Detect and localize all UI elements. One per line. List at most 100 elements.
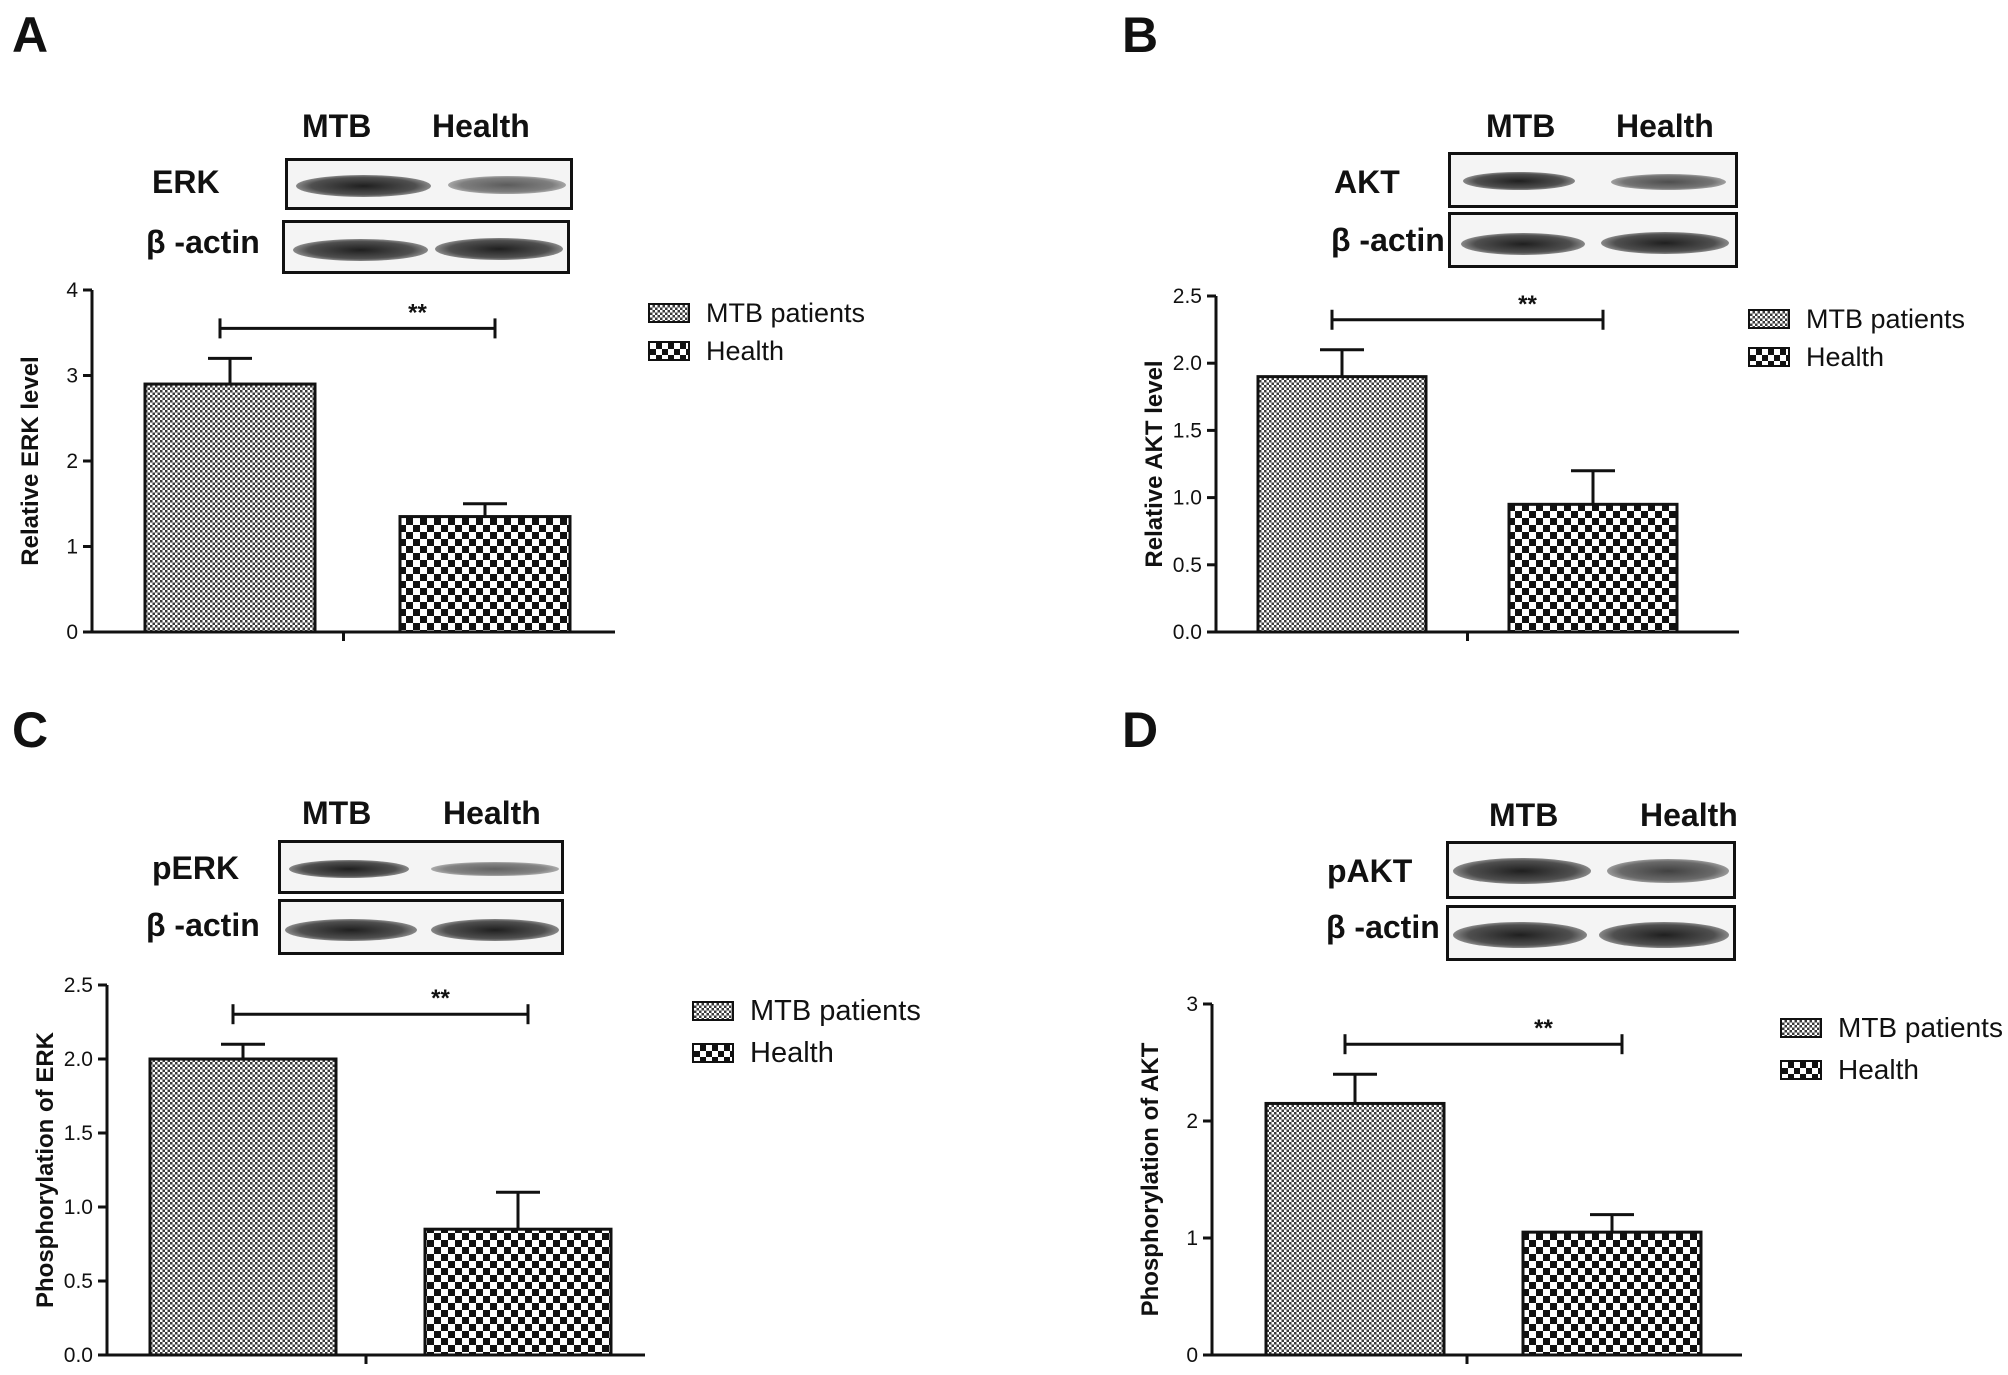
legend-item-health: Health <box>1748 338 1965 376</box>
band-health <box>448 176 566 194</box>
blot-row-label-target: pAKT <box>1327 853 1413 889</box>
band-health <box>1611 174 1726 190</box>
blot-row-label-actin: β -actin <box>1326 909 1440 945</box>
significance-label: ** <box>408 299 427 326</box>
y-tick-label: 2 <box>1186 1110 1198 1133</box>
legend-item-health: Health <box>692 1032 921 1074</box>
y-tick-label: 0 <box>66 621 78 644</box>
bar-health <box>1521 1230 1703 1357</box>
band-health <box>435 238 563 260</box>
y-axis-label: Relative ERK level <box>17 356 44 565</box>
legend-label: MTB patients <box>1838 1012 2003 1043</box>
blot-target <box>1448 152 1738 208</box>
legend: MTB patients Health <box>692 990 921 1074</box>
legend-swatch-check <box>648 341 690 361</box>
y-tick-label: 1 <box>66 536 78 559</box>
legend-label: Health <box>1806 341 1885 372</box>
bar-mtb <box>143 382 317 634</box>
legend-label: Health <box>750 1036 834 1069</box>
legend: MTB patients Health <box>648 294 865 370</box>
bar-chart: 0 1 2 3 4 Relative ERK level ** <box>17 279 615 644</box>
blot-row-label-actin: β -actin <box>1331 222 1445 258</box>
panel-d: D MTB Health pAKT β -actin 0 1 2 3 Phosphory… <box>1004 687 2008 1374</box>
y-axis-label: Relative AKT level <box>1141 360 1168 567</box>
band-mtb <box>285 919 417 941</box>
band-mtb <box>289 860 409 878</box>
blot-row-label-target: pERK <box>152 850 240 886</box>
panel-c: C MTB Health pERK β -actin 0.0 0.5 1.0 1.5 2… <box>0 687 1004 1374</box>
bar-mtb <box>1264 1101 1446 1357</box>
band-health <box>431 862 559 876</box>
blot-row-label-actin: β -actin <box>146 907 260 943</box>
legend-swatch-dense <box>648 303 690 323</box>
legend-swatch-check <box>692 1043 734 1063</box>
band-mtb <box>1463 172 1575 190</box>
y-tick-label: 2.5 <box>64 974 93 997</box>
legend: MTB patients Health <box>1780 1007 2003 1091</box>
significance-label: ** <box>1534 1015 1553 1042</box>
panel-letter: D <box>1122 702 1159 758</box>
y-tick-label: 0.0 <box>64 1344 93 1367</box>
y-tick-label: 0 <box>1186 1344 1198 1367</box>
y-tick-label: 2.0 <box>1173 352 1202 375</box>
blot-row-label-actin: β -actin <box>146 224 260 260</box>
y-tick-label: 2.0 <box>64 1048 93 1071</box>
y-tick-label: 3 <box>66 365 78 388</box>
panel-b: B MTB Health AKT β -actin 0.0 0.5 1.0 1.5 2.… <box>1004 0 2008 687</box>
y-tick-label: 2.5 <box>1173 285 1202 308</box>
y-tick-label: 1.5 <box>64 1122 93 1145</box>
blot-row-label-target: AKT <box>1334 164 1400 200</box>
legend-swatch-dense <box>692 1001 734 1021</box>
blot-target <box>1446 841 1736 899</box>
lane-label-health: Health <box>1616 108 1714 144</box>
panel-letter: B <box>1122 7 1159 63</box>
band-mtb <box>1453 858 1591 884</box>
legend-item-mtb: MTB patients <box>1748 300 1965 338</box>
y-tick-label: 0.5 <box>64 1270 93 1293</box>
bar-health <box>1507 502 1679 634</box>
panel-letter: C <box>12 702 49 758</box>
significance-label: ** <box>431 985 450 1012</box>
panel-letter: A <box>12 7 49 63</box>
blot-actin <box>278 899 564 955</box>
blot-target <box>278 840 564 894</box>
y-axis-label: Phosphorylation of AKT <box>1137 1042 1164 1316</box>
lane-label-mtb: MTB <box>1486 108 1556 144</box>
legend-swatch-dense <box>1780 1018 1822 1038</box>
bar-chart: 0 1 2 3 Phosphorylation of AKT ** <box>1137 993 1742 1367</box>
legend-item-mtb: MTB patients <box>1780 1007 2003 1049</box>
significance-label: ** <box>1518 291 1537 318</box>
legend-label: Health <box>1838 1054 1919 1085</box>
y-tick-label: 1.5 <box>1173 419 1202 442</box>
legend-item-mtb: MTB patients <box>648 294 865 332</box>
legend-swatch-check <box>1780 1060 1822 1080</box>
y-tick-label: 0.5 <box>1173 554 1202 577</box>
bar-mtb <box>1256 375 1428 634</box>
blot-actin <box>1446 905 1736 961</box>
band-health <box>1607 859 1729 883</box>
legend-swatch-check <box>1748 347 1790 367</box>
lane-label-health: Health <box>443 795 541 831</box>
panel-a: A MTB Health ERK β -actin 0 1 2 3 4 Relative … <box>0 0 1004 687</box>
y-tick-label: 4 <box>66 279 78 302</box>
legend: MTB patients Health <box>1748 300 1965 376</box>
legend-item-health: Health <box>1780 1049 2003 1091</box>
band-health <box>1599 922 1729 948</box>
lane-label-health: Health <box>432 108 530 144</box>
bar-chart: 0.0 0.5 1.0 1.5 2.0 2.5 Relative AKT level ** <box>1141 285 1739 644</box>
band-mtb <box>1461 233 1585 255</box>
legend-item-mtb: MTB patients <box>692 990 921 1032</box>
blot-actin <box>282 220 570 274</box>
bar-health <box>423 1227 613 1357</box>
bar-mtb <box>148 1057 338 1357</box>
lane-label-mtb: MTB <box>302 795 372 831</box>
band-health <box>431 919 559 941</box>
bar-health <box>398 515 572 634</box>
legend-swatch-dense <box>1748 309 1790 329</box>
y-axis-label: Phosphorylation of ERK <box>32 1031 59 1308</box>
legend-label: MTB patients <box>706 297 866 328</box>
legend-label: Health <box>706 335 785 366</box>
y-tick-label: 1.0 <box>1173 487 1202 510</box>
legend-label: MTB patients <box>750 994 921 1027</box>
y-tick-label: 3 <box>1186 993 1198 1016</box>
